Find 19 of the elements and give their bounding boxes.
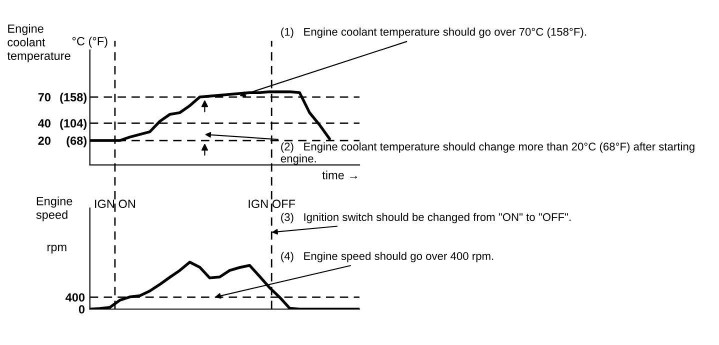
annotation: (3) Ignition switch should be changed from "ON" to "OFF". — [281, 212, 571, 224]
text: rpm — [48, 244, 66, 254]
y-tick-label: 0 — [78, 305, 85, 314]
annotation: (4) Engine speed should go over 400 rpm. — [281, 252, 494, 262]
y-axis-title: Engine speed — [36, 196, 72, 222]
y2-tick-label: (158) — [60, 92, 87, 104]
annotation: (2) Engine coolant temperature should change more than 20°C (68°F) after starting engine. — [280, 142, 694, 165]
y2-tick-label: (104) — [60, 118, 87, 130]
text: (1) Engine coolant temperature should go over 70°C (158°F). — [281, 28, 586, 38]
y2-tick-label: (68) — [66, 136, 87, 148]
text: IGN ON — [95, 200, 135, 208]
y-tick-label: 20 — [38, 136, 51, 145]
y-axis-title: Engine coolant temperature — [7, 24, 70, 62]
y-tick-label: 70 — [38, 93, 51, 102]
y-tick-label: 40 — [38, 119, 51, 128]
x-axis-title: time → — [322, 170, 358, 180]
text: IGN OFF — [248, 200, 296, 208]
y-tick-label: 400 — [66, 293, 85, 302]
text: °C (°F) — [72, 36, 108, 48]
